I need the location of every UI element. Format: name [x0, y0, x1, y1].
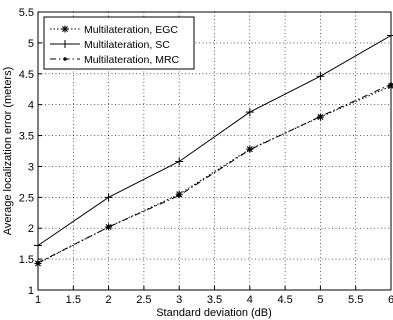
x-tick-label: 1.5	[66, 294, 81, 306]
x-tick-label: 3.5	[207, 294, 222, 306]
y-tick-label: 2.5	[19, 192, 34, 204]
y-tick-label: 3.5	[19, 131, 34, 143]
data-point-mrc	[248, 147, 252, 152]
legend-item-egc: Multilateration, EGC	[50, 24, 178, 36]
y-tick-label: 2	[28, 223, 34, 235]
legend-marker-egc	[61, 25, 69, 33]
y-tick-label: 4.5	[19, 69, 34, 81]
y-tick-label: 4	[28, 100, 34, 112]
legend-marker-mrc	[63, 57, 67, 61]
data-point-mrc	[318, 114, 323, 119]
x-tick-label: 4	[247, 294, 253, 306]
x-tick-label: 1	[35, 294, 41, 306]
data-point-sc	[175, 157, 184, 166]
legend-item-mrc: Multilateration, MRC	[50, 54, 180, 66]
series-line-sc	[37, 35, 392, 246]
y-axis-label: Average localization error (meters)	[2, 67, 14, 236]
legend-label-mrc: Multilateration, MRC	[84, 54, 180, 66]
legend-box	[43, 16, 195, 70]
y-tick-label: 5	[28, 38, 34, 50]
legend-marker-sc	[61, 40, 69, 48]
legend-label-egc: Multilateration, EGC	[84, 24, 178, 36]
y-tick-label: 1	[28, 285, 34, 297]
series-mrc	[36, 82, 393, 265]
series-line-mrc	[37, 83, 392, 264]
data-point-mrc	[106, 225, 111, 229]
x-tick-label: 2.5	[136, 294, 151, 306]
legend: Multilateration, EGC Multilateration, SC M…	[43, 16, 195, 70]
data-point-sc	[245, 108, 254, 117]
x-axis-label: Standard deviation (dB)	[156, 307, 272, 319]
legend-item-sc: Multilateration, SC	[50, 39, 170, 51]
data-point-mrc	[177, 193, 181, 198]
x-tick-label: 6	[388, 294, 393, 306]
x-tick-label: 3	[176, 294, 182, 306]
ticks: 1 1.5 2 2.5 3 3.5 4 4.5 5 5.5 6 1 1.5 2 2.5 3 3.5 4 4.5 5 5.…	[19, 7, 393, 306]
y-tick-label: 1.5	[19, 254, 34, 266]
x-tick-label: 2	[106, 294, 112, 306]
data-point-sc	[104, 193, 113, 202]
y-tick-label: 5.5	[19, 7, 34, 19]
y-tick-label: 3	[28, 161, 34, 173]
x-tick-label: 5.5	[348, 294, 363, 306]
legend-label-sc: Multilateration, SC	[84, 39, 170, 51]
x-tick-label: 4.5	[277, 294, 292, 306]
data-point-sc	[316, 72, 325, 81]
x-tick-label: 5	[317, 294, 323, 306]
